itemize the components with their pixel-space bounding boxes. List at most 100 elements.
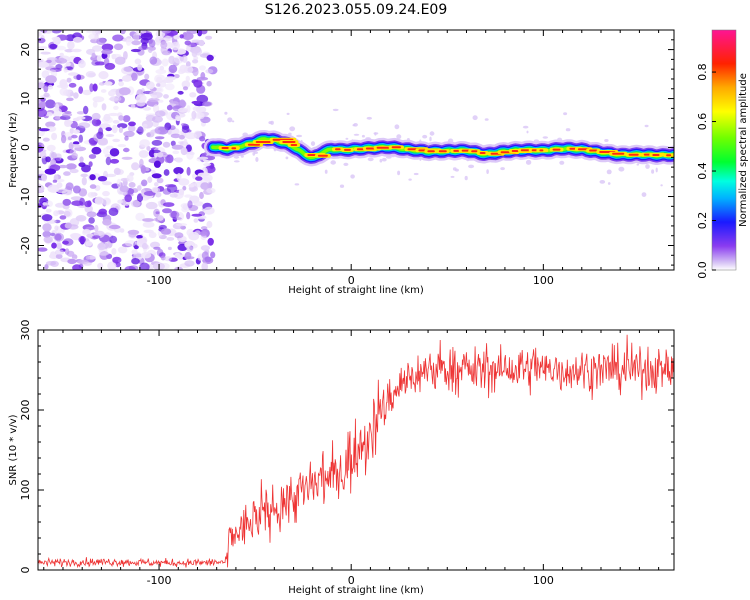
- noise-speckle: [45, 75, 57, 84]
- track-speckle: [339, 184, 345, 188]
- track-speckle: [286, 112, 290, 115]
- noise-speckle: [135, 212, 145, 222]
- noise-speckle: [164, 83, 175, 91]
- noise-speckle: [105, 127, 112, 132]
- noise-speckle: [154, 126, 166, 135]
- noise-speckle: [45, 121, 56, 128]
- noise-speckle: [92, 235, 101, 239]
- noise-speckle: [121, 156, 133, 160]
- track-speckle: [526, 130, 529, 134]
- noise-speckle: [191, 39, 201, 43]
- noise-speckle: [137, 64, 143, 71]
- track-speckle: [500, 167, 505, 171]
- noise-speckle: [206, 80, 212, 87]
- colorbar-tick-label: 0.4: [696, 162, 709, 180]
- noise-speckle: [161, 58, 169, 67]
- noise-speckle: [139, 262, 150, 270]
- track-speckle: [618, 166, 625, 172]
- track-speckle: [484, 118, 489, 121]
- noise-speckle: [112, 120, 120, 124]
- noise-speckle: [151, 173, 162, 179]
- noise-speckle: [185, 75, 190, 82]
- colorbar-ticks: 0.0 0.2 0.4 0.6 0.8: [696, 63, 716, 279]
- noise-speckle: [175, 157, 183, 163]
- track-speckle: [542, 136, 548, 139]
- spectrogram-y-tick-label: 10: [19, 92, 32, 106]
- noise-speckle: [107, 261, 117, 270]
- noise-speckle: [53, 36, 61, 45]
- noise-speckle: [69, 128, 75, 134]
- spectrogram-x-tick-label: 100: [533, 274, 554, 287]
- noise-speckle: [82, 89, 92, 96]
- noise-speckle: [102, 190, 110, 197]
- noise-speckle: [148, 231, 157, 239]
- noise-speckle: [145, 81, 155, 90]
- noise-speckle: [123, 66, 133, 72]
- noise-speckle: [168, 55, 176, 65]
- noise-speckle: [141, 242, 148, 250]
- noise-speckle: [45, 112, 53, 117]
- noise-speckle: [182, 32, 194, 41]
- snr-y-ticks: 0 100 200 300: [19, 320, 674, 574]
- spectrogram-y-tick-label: -20: [19, 237, 32, 255]
- noise-speckle: [180, 123, 187, 127]
- noise-speckle: [204, 256, 212, 263]
- noise-speckle: [137, 126, 144, 135]
- track-speckle: [606, 169, 612, 175]
- noise-speckle: [83, 105, 89, 115]
- noise-speckle: [205, 69, 214, 74]
- noise-speckle: [166, 104, 173, 111]
- noise-speckle: [156, 87, 164, 93]
- noise-speckle: [206, 187, 216, 194]
- noise-speckle: [183, 138, 188, 148]
- noise-speckle: [80, 173, 88, 178]
- noise-speckle: [98, 137, 108, 145]
- colorbar-tick-label: 0.8: [696, 63, 709, 81]
- noise-speckle: [100, 89, 107, 93]
- noise-speckle: [38, 128, 50, 132]
- track-speckle: [330, 160, 337, 165]
- noise-speckle: [79, 156, 84, 163]
- noise-speckle: [45, 99, 56, 109]
- noise-speckle: [55, 254, 63, 259]
- noise-speckle: [155, 191, 162, 198]
- noise-speckle: [89, 174, 96, 181]
- noise-speckle: [116, 178, 122, 188]
- noise-speckle: [65, 62, 71, 67]
- noise-speckle: [171, 144, 184, 150]
- noise-speckle: [131, 258, 140, 265]
- noise-speckle: [191, 110, 197, 120]
- noise-speckle: [68, 142, 74, 151]
- track-speckle: [450, 175, 455, 178]
- noise-speckle: [156, 83, 161, 87]
- noise-speckle: [113, 105, 119, 110]
- track-speckle: [486, 169, 489, 175]
- noise-speckle: [179, 34, 184, 39]
- noise-speckle: [112, 256, 122, 264]
- noise-speckle: [92, 83, 98, 92]
- track-speckle: [224, 111, 228, 115]
- noise-speckle: [56, 243, 62, 250]
- track-speckle: [233, 155, 240, 159]
- noise-speckle: [126, 38, 132, 46]
- noise-speckle: [199, 231, 208, 236]
- track-speckle: [240, 155, 244, 158]
- noise-speckle: [130, 200, 141, 208]
- noise-speckle: [133, 32, 140, 42]
- noise-speckle: [84, 200, 92, 208]
- noise-speckle: [114, 56, 126, 65]
- noise-speckle: [189, 151, 195, 156]
- noise-speckle: [199, 65, 206, 71]
- noise-speckle: [72, 141, 80, 145]
- noise-speckle: [45, 261, 57, 266]
- noise-speckle: [200, 182, 210, 190]
- noise-speckle: [108, 224, 121, 230]
- noise-speckle: [186, 211, 191, 220]
- noise-speckle: [44, 168, 56, 175]
- snr-series: [38, 334, 674, 569]
- noise-speckle: [46, 69, 57, 74]
- noise-speckle: [193, 218, 199, 223]
- noise-speckle: [131, 162, 140, 171]
- noise-speckle: [153, 246, 161, 250]
- noise-speckle: [67, 40, 75, 50]
